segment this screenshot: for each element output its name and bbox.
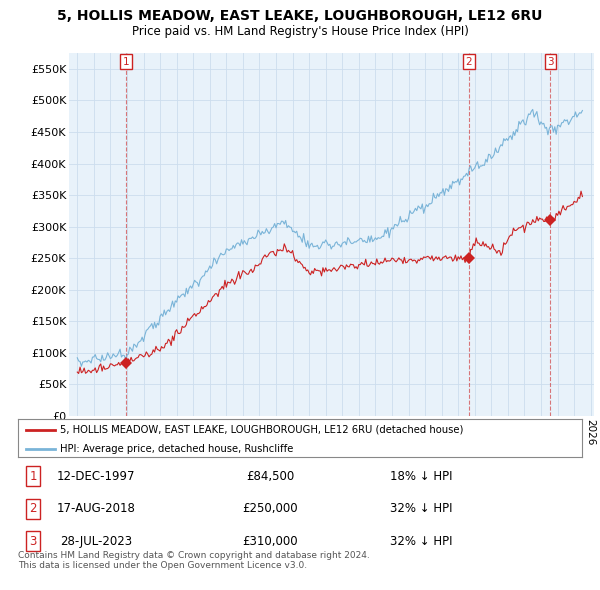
Text: 1: 1	[123, 57, 130, 67]
Text: £310,000: £310,000	[242, 535, 298, 548]
Text: £250,000: £250,000	[242, 502, 298, 516]
Text: Price paid vs. HM Land Registry's House Price Index (HPI): Price paid vs. HM Land Registry's House …	[131, 25, 469, 38]
Text: 2: 2	[29, 502, 37, 516]
Text: 17-AUG-2018: 17-AUG-2018	[56, 502, 136, 516]
Text: 5, HOLLIS MEADOW, EAST LEAKE, LOUGHBOROUGH, LE12 6RU: 5, HOLLIS MEADOW, EAST LEAKE, LOUGHBOROU…	[58, 9, 542, 23]
Text: This data is licensed under the Open Government Licence v3.0.: This data is licensed under the Open Gov…	[18, 560, 307, 569]
Text: 1: 1	[29, 470, 37, 483]
Text: HPI: Average price, detached house, Rushcliffe: HPI: Average price, detached house, Rush…	[60, 444, 293, 454]
Text: 5, HOLLIS MEADOW, EAST LEAKE, LOUGHBOROUGH, LE12 6RU (detached house): 5, HOLLIS MEADOW, EAST LEAKE, LOUGHBOROU…	[60, 425, 464, 435]
Text: 12-DEC-1997: 12-DEC-1997	[57, 470, 135, 483]
Text: 32% ↓ HPI: 32% ↓ HPI	[390, 535, 452, 548]
Text: 3: 3	[547, 57, 554, 67]
Text: 18% ↓ HPI: 18% ↓ HPI	[390, 470, 452, 483]
Text: £84,500: £84,500	[246, 470, 294, 483]
Text: Contains HM Land Registry data © Crown copyright and database right 2024.: Contains HM Land Registry data © Crown c…	[18, 550, 370, 559]
Text: 3: 3	[29, 535, 37, 548]
Text: 32% ↓ HPI: 32% ↓ HPI	[390, 502, 452, 516]
Text: 2: 2	[466, 57, 472, 67]
Text: 28-JUL-2023: 28-JUL-2023	[60, 535, 132, 548]
